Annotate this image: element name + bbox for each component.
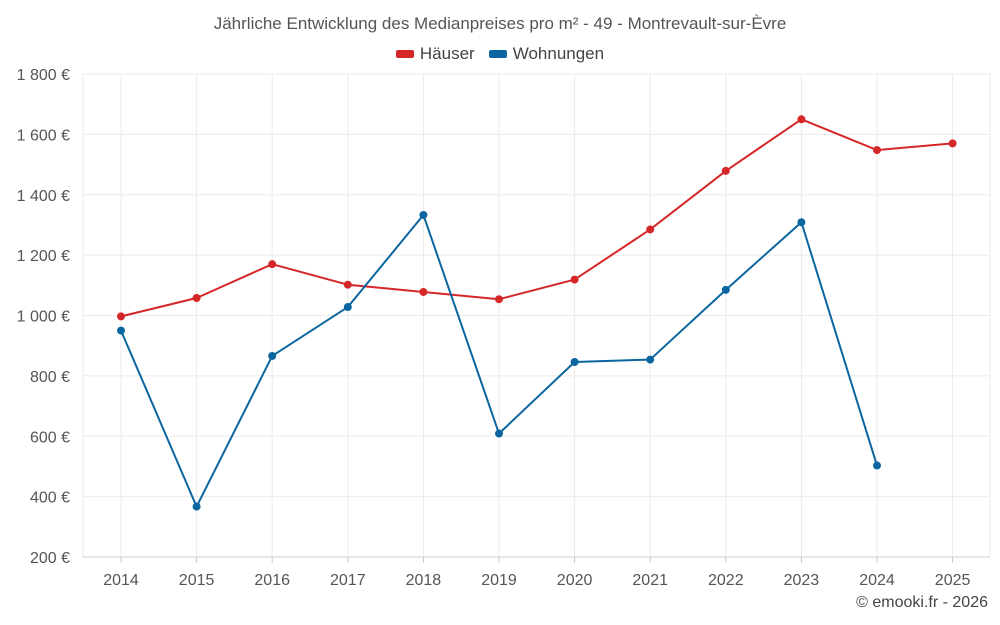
data-point-wohnungen: [570, 357, 579, 366]
y-tick-label: 600 €: [30, 429, 70, 446]
x-tick-label: 2021: [632, 572, 668, 589]
data-point-wohnungen: [268, 351, 277, 360]
x-tick-label: 2016: [254, 572, 290, 589]
credit-text: © emooki.fr - 2026: [856, 594, 988, 611]
data-point-wohnungen: [495, 429, 503, 438]
x-tick-label: 2020: [557, 572, 593, 589]
x-tick-label: 2022: [708, 572, 744, 589]
chart-title: Jährliche Entwicklung des Medianpreises …: [213, 14, 787, 33]
data-point-wohnungen: [873, 461, 881, 470]
data-point-haeuser: [570, 275, 579, 284]
legend-swatch-wohnungen: [488, 50, 507, 58]
data-point-haeuser: [873, 146, 881, 155]
x-tick-label: 2014: [103, 572, 139, 589]
data-point-haeuser: [495, 295, 503, 304]
legend-label-wohnungen: Wohnungen: [512, 44, 605, 63]
x-tick-label: 2023: [784, 572, 820, 589]
x-tick-label: 2018: [406, 572, 442, 589]
data-point-haeuser: [419, 287, 428, 296]
data-point-wohnungen: [419, 210, 428, 219]
legend-swatch-haeuser: [395, 50, 414, 58]
y-tick-label: 1 600 €: [17, 127, 70, 144]
y-tick-label: 400 €: [30, 490, 70, 507]
y-tick-label: 800 €: [30, 369, 70, 386]
y-tick-label: 1 000 €: [17, 309, 70, 326]
x-tick-label: 2017: [330, 572, 366, 589]
legend: Häuser Wohnungen: [0, 44, 1000, 64]
data-point-wohnungen: [646, 355, 655, 364]
series-line-haeuser: [120, 118, 953, 318]
data-point-wohnungen: [117, 326, 125, 335]
data-point-haeuser: [797, 115, 806, 124]
data-point-haeuser: [343, 280, 352, 289]
legend-item-wohnungen[interactable]: Wohnungen: [488, 44, 605, 64]
data-point-haeuser: [721, 166, 730, 175]
data-point-haeuser: [268, 260, 277, 269]
data-point-haeuser: [948, 139, 957, 148]
data-point-wohnungen: [192, 502, 201, 511]
x-tick-label: 2015: [179, 572, 215, 589]
data-point-haeuser: [646, 225, 655, 234]
legend-item-haeuser[interactable]: Häuser: [395, 44, 475, 64]
data-point-haeuser: [192, 293, 201, 302]
x-tick-label: 2025: [935, 572, 971, 589]
data-point-wohnungen: [797, 218, 806, 227]
x-tick-label: 2019: [481, 572, 517, 589]
y-tick-label: 1 200 €: [17, 248, 70, 265]
data-point-wohnungen: [721, 285, 730, 294]
y-tick-label: 1 800 €: [17, 67, 70, 84]
data-point-haeuser: [117, 312, 125, 321]
y-tick-label: 200 €: [30, 550, 70, 567]
x-tick-label: 2024: [859, 572, 895, 589]
legend-label-haeuser: Häuser: [419, 44, 475, 63]
data-point-wohnungen: [343, 303, 352, 312]
y-tick-label: 1 400 €: [17, 188, 70, 205]
